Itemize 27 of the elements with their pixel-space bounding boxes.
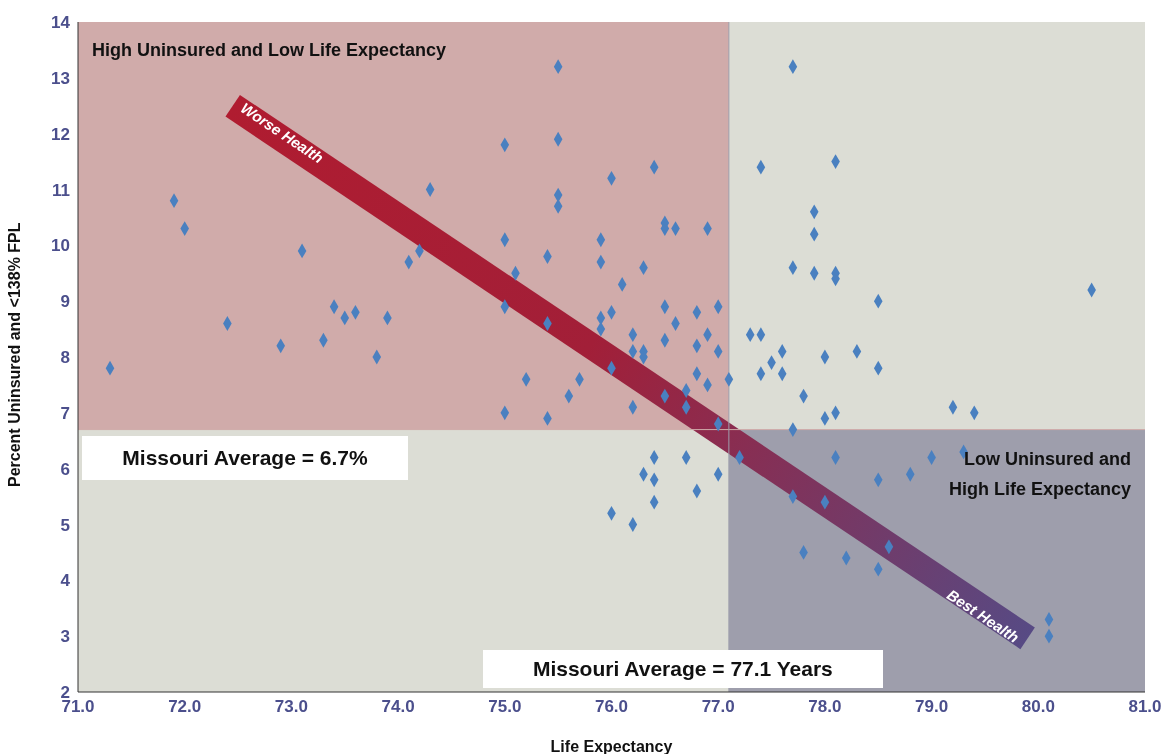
y-tick-label: 9 — [60, 292, 70, 312]
y-tick-label: 13 — [51, 68, 70, 88]
y-tick-label: 12 — [51, 124, 70, 144]
x-tick-label: 75.0 — [488, 697, 522, 717]
y-tick-label: 3 — [60, 627, 70, 647]
x-tick-label: 80.0 — [1021, 697, 1055, 717]
ref-line-label: Missouri Average = 77.1 Years — [532, 657, 833, 681]
x-tick-label: 74.0 — [381, 697, 415, 717]
y-tick-label: 5 — [60, 515, 70, 535]
y-tick-label: 6 — [60, 459, 70, 479]
y-axis-title: Percent Uninsured and <138% FPL — [5, 222, 23, 487]
annotation: Low Uninsured and High Life Expectancy — [947, 447, 1131, 501]
y-tick-label: 7 — [60, 403, 70, 423]
x-tick-label: 81.0 — [1128, 697, 1162, 717]
x-tick-label: 77.0 — [701, 697, 735, 717]
x-tick-label: 76.0 — [594, 697, 629, 717]
x-tick-label: 78.0 — [808, 697, 842, 717]
y-tick-label: 11 — [52, 180, 70, 200]
x-tick-label: 79.0 — [915, 697, 949, 717]
y-tick-label: 14 — [51, 13, 71, 33]
y-tick-label: 10 — [51, 236, 70, 256]
annotation: High Uninsured and Low Life Expectancy — [92, 40, 447, 61]
x-tick-label: 72.0 — [168, 697, 202, 717]
y-tick-label: 4 — [60, 571, 71, 591]
x-tick-label: 73.0 — [274, 697, 308, 717]
ref-line-label: Missouri Average = 6.7% — [122, 445, 368, 470]
y-tick-label: 8 — [60, 348, 70, 368]
